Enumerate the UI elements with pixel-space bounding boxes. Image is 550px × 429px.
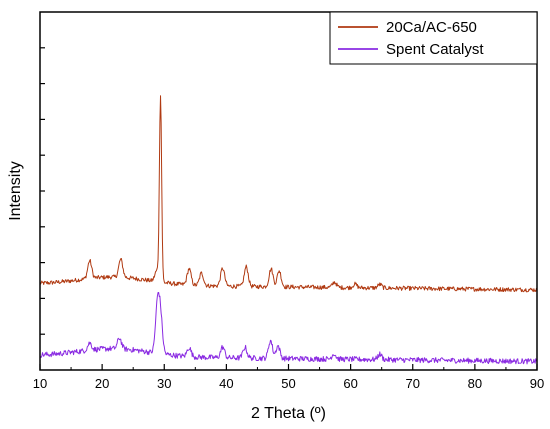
x-tick-label-8: 90: [530, 376, 544, 391]
x-tick-label-5: 60: [343, 376, 357, 391]
x-tick-label-4: 50: [281, 376, 295, 391]
legend-box: [329, 11, 538, 65]
x-tick-label-0: 10: [33, 376, 47, 391]
series-line-1: [39, 292, 538, 365]
x-tick-label-3: 40: [219, 376, 233, 391]
x-tick-label-7: 80: [468, 376, 482, 391]
plot-frame: [39, 11, 538, 371]
legend-label-0: 20Ca/AC-650: [386, 19, 477, 36]
x-tick-label-2: 30: [157, 376, 171, 391]
series-line-0: [39, 95, 538, 293]
ticks-layer: 10 20 30 40 50 60 70 80 90: [33, 47, 544, 391]
legend-label-1: Spent Catalyst: [386, 41, 484, 58]
x-axis-title: 2 Theta (º): [251, 405, 326, 422]
legend: 20Ca/AC-650 Spent Catalyst: [329, 11, 538, 65]
x-tick-label-6: 70: [406, 376, 420, 391]
x-tick-label-1: 20: [95, 376, 109, 391]
series-layer: [39, 95, 538, 365]
y-axis-title: Intensity: [7, 161, 24, 221]
